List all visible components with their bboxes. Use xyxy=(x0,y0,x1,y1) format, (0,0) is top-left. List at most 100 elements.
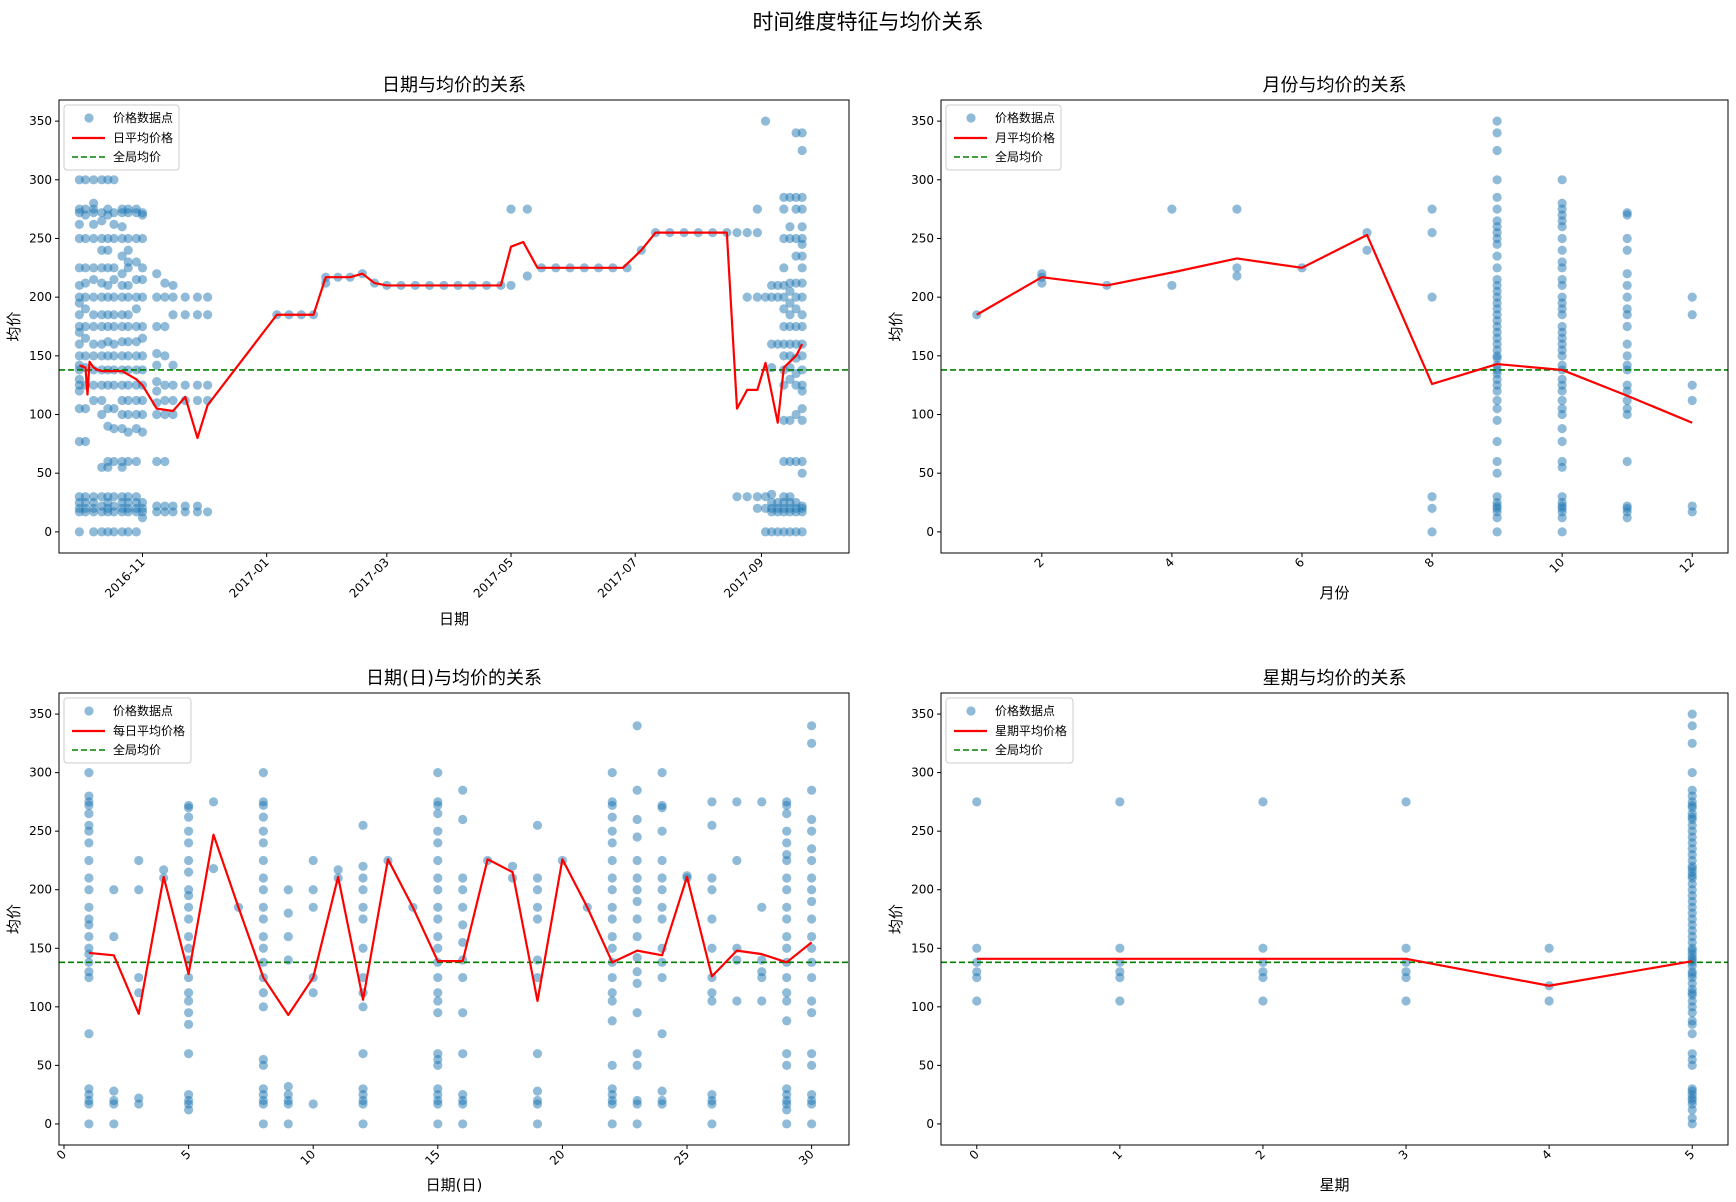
y-tick-label: 100 xyxy=(911,1000,934,1014)
data-point xyxy=(97,395,107,406)
data-point xyxy=(807,931,817,942)
data-point xyxy=(632,914,642,924)
data-point xyxy=(797,251,807,261)
data-point xyxy=(607,826,617,836)
data-point xyxy=(308,885,318,895)
data-point xyxy=(433,809,443,819)
data-point xyxy=(80,175,91,185)
chart-panel-1: 日期与均价的关系 0 50 100 150 200 250 300 350 2016-11 2017… xyxy=(5,75,850,628)
x-tick-label: 2017-07 xyxy=(595,555,640,600)
data-point xyxy=(807,785,817,795)
data-point xyxy=(607,1060,617,1070)
y-tick-label: 300 xyxy=(29,766,52,780)
data-point xyxy=(1622,245,1632,255)
data-point xyxy=(782,943,792,953)
data-point xyxy=(632,1119,642,1129)
y-tick-label: 50 xyxy=(919,466,934,480)
data-point xyxy=(607,812,617,822)
data-point xyxy=(1622,304,1632,314)
legend-box xyxy=(63,104,180,171)
data-point xyxy=(767,489,777,499)
data-point xyxy=(1492,415,1502,425)
data-point xyxy=(123,257,133,267)
data-point xyxy=(123,292,133,302)
x-axis-label: 月份 xyxy=(1319,584,1349,602)
data-point xyxy=(109,351,119,361)
data-point xyxy=(782,1060,792,1070)
data-point xyxy=(752,503,762,514)
data-point xyxy=(807,1090,817,1100)
data-point xyxy=(89,395,99,406)
data-point xyxy=(1401,797,1411,807)
data-point xyxy=(84,1084,94,1094)
data-point xyxy=(1427,204,1437,214)
data-point xyxy=(109,310,119,320)
data-point xyxy=(258,812,268,822)
data-point xyxy=(732,797,742,807)
data-point xyxy=(192,310,203,320)
data-point xyxy=(89,339,99,349)
data-point xyxy=(89,263,99,273)
data-point xyxy=(1492,192,1502,203)
data-point xyxy=(1427,527,1437,537)
data-point xyxy=(657,1095,667,1106)
data-point xyxy=(1492,145,1502,156)
x-tick-label: 10 xyxy=(1547,555,1568,576)
data-point xyxy=(657,768,667,778)
mean-line xyxy=(976,233,1693,424)
data-point xyxy=(797,222,807,232)
data-point xyxy=(752,492,762,502)
data-point xyxy=(258,873,268,883)
data-point xyxy=(123,492,133,502)
data-point xyxy=(797,501,807,511)
legend-label-global: 全局均价 xyxy=(995,149,1043,164)
data-point xyxy=(183,855,194,866)
data-point xyxy=(785,415,795,425)
panel-title: 星期与均价的关系 xyxy=(1263,668,1407,689)
data-point xyxy=(1687,1084,1697,1094)
data-point xyxy=(433,1049,443,1059)
data-point xyxy=(1232,204,1242,214)
axes-frame xyxy=(940,99,1729,554)
data-point xyxy=(657,885,667,895)
data-point xyxy=(84,873,94,883)
x-tick-label: 5 xyxy=(178,1147,193,1162)
data-point xyxy=(1492,116,1502,126)
data-point xyxy=(1622,269,1632,279)
data-point xyxy=(632,953,642,963)
data-point xyxy=(1687,709,1697,719)
x-axis-label: 日期 xyxy=(439,610,469,628)
data-point xyxy=(807,844,817,854)
data-point xyxy=(1687,768,1697,778)
data-point xyxy=(1622,280,1632,291)
data-point xyxy=(779,292,789,302)
data-point xyxy=(607,838,617,848)
data-point xyxy=(123,427,133,437)
data-point xyxy=(258,855,268,866)
data-point xyxy=(183,838,194,848)
y-tick-label: 50 xyxy=(37,1058,52,1072)
data-point xyxy=(1687,501,1697,511)
y-tick-label: 0 xyxy=(44,525,52,539)
y-tick-label: 150 xyxy=(29,349,52,363)
data-point xyxy=(797,278,807,288)
data-point xyxy=(433,838,443,848)
data-point xyxy=(89,219,99,229)
y-tick-label: 200 xyxy=(911,290,934,304)
data-point xyxy=(532,902,543,912)
data-point xyxy=(522,271,532,281)
data-point xyxy=(797,351,807,361)
data-point xyxy=(1401,967,1411,977)
legend-label-mean: 月平均价格 xyxy=(995,130,1055,145)
y-tick-label: 50 xyxy=(37,466,52,480)
data-point xyxy=(791,304,801,314)
legend-label-mean: 星期平均价格 xyxy=(995,723,1067,738)
data-point xyxy=(117,269,127,279)
data-point xyxy=(657,873,667,883)
data-point xyxy=(1492,216,1502,226)
data-point xyxy=(1258,943,1268,953)
data-point xyxy=(1492,492,1502,502)
y-tick-label: 100 xyxy=(29,1000,52,1014)
data-point xyxy=(180,501,190,511)
data-point xyxy=(123,337,133,347)
